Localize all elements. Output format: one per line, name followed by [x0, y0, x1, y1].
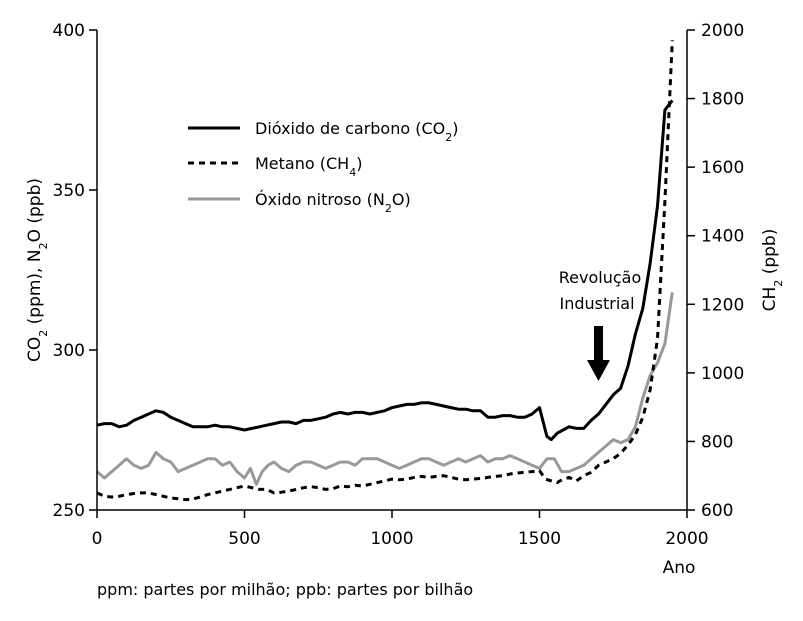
x-tick-label: 0 [92, 529, 103, 549]
annotation-line-1: Revolução [559, 268, 641, 287]
x-tick-label: 2000 [665, 529, 708, 549]
left-tick-label: 350 [53, 181, 85, 201]
left-tick-label: 300 [53, 341, 85, 361]
left-tick-label: 400 [53, 21, 85, 41]
x-axis-ticks: 0 500 1000 1500 2000 [92, 510, 709, 549]
annotation-industrial-revolution: Revolução Industrial [559, 268, 641, 381]
right-tick-label: 600 [701, 501, 733, 521]
series-layer [96, 40, 674, 502]
annotation-line-2: Industrial [559, 294, 634, 313]
right-tick-label: 1400 [701, 227, 744, 247]
legend-label-n2o: Óxido nitroso (N2O) [255, 190, 411, 215]
right-tick-label: 1200 [701, 295, 744, 315]
right-tick-label: 1000 [701, 364, 744, 384]
legend-label-ch4: Metano (CH4) [255, 154, 362, 179]
left-axis-title: CO2 (ppm), N2O (ppb) [25, 178, 50, 362]
right-axis-ticks: 600 800 1000 1200 1400 1600 1800 2000 [687, 21, 744, 521]
x-tick-label: 500 [228, 529, 260, 549]
right-tick-label: 800 [701, 432, 733, 452]
left-axis-ticks: 250 300 350 400 [53, 21, 97, 521]
series-line-n2o [96, 292, 674, 486]
legend: Dióxido de carbono (CO2) Metano (CH4) Óx… [188, 119, 459, 215]
x-axis-title: Ano [663, 558, 696, 578]
x-tick-label: 1500 [518, 529, 561, 549]
x-tick-label: 1000 [370, 529, 413, 549]
series-line-co2 [96, 99, 674, 442]
series-line-ch4 [96, 40, 674, 502]
legend-label-co2: Dióxido de carbono (CO2) [255, 119, 459, 144]
right-tick-label: 1800 [701, 90, 744, 110]
right-tick-label: 1600 [701, 158, 744, 178]
right-tick-label: 2000 [701, 21, 744, 41]
left-tick-label: 250 [53, 501, 85, 521]
right-axis-title: CH2 (ppb) [760, 229, 785, 312]
down-arrow-icon [587, 326, 610, 381]
footnote: ppm: partes por milhão; ppb: partes por … [97, 580, 474, 599]
